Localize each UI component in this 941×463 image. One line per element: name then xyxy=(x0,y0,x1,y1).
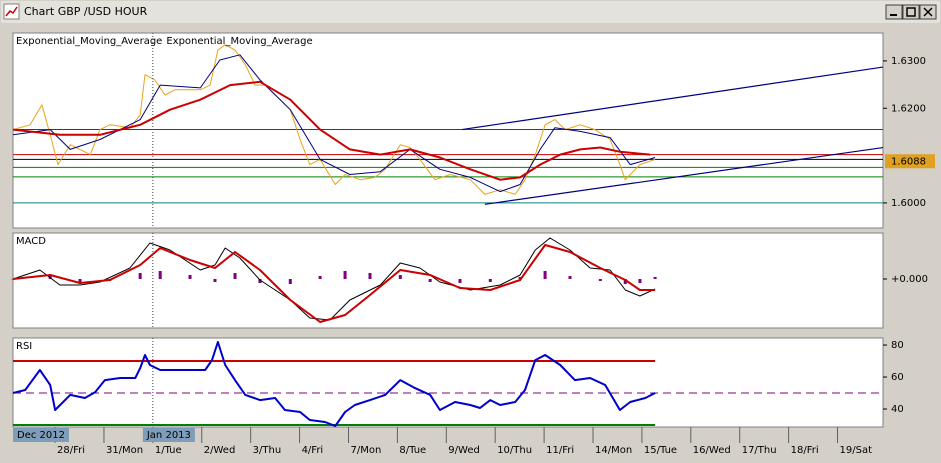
x-tick-label: 28/Fri xyxy=(57,445,85,456)
x-tick-label: 18/Fri xyxy=(791,445,819,456)
x-tick-label: 11/Fri xyxy=(546,445,574,456)
histogram-bar xyxy=(11,279,15,280)
histogram-bar xyxy=(288,279,292,284)
x-tick-label: 10/Thu xyxy=(497,445,532,456)
series-line xyxy=(12,244,656,323)
histogram-bar xyxy=(428,279,432,282)
histogram-bar xyxy=(518,277,522,279)
series-line xyxy=(12,54,656,193)
histogram-bar xyxy=(398,275,402,279)
period-label: Jan 2013 xyxy=(146,430,191,441)
histogram-bar xyxy=(213,279,217,282)
last-value-box xyxy=(885,154,935,169)
x-tick-label: 15/Tue xyxy=(644,445,677,456)
panel-title: RSI xyxy=(16,341,32,352)
histogram-bar xyxy=(138,273,142,279)
histogram-bar xyxy=(78,279,82,284)
histogram-bar xyxy=(188,275,192,279)
period-box xyxy=(142,428,195,442)
last-value-label: 1.6088 xyxy=(891,156,926,167)
panel xyxy=(12,32,884,229)
histogram-bar xyxy=(488,279,492,282)
title-bar xyxy=(1,1,940,23)
trend-line xyxy=(484,146,884,205)
y-tick-label: 60 xyxy=(891,372,904,383)
series-line xyxy=(12,237,656,321)
series-line xyxy=(12,341,656,427)
x-tick-label: 7/Mon xyxy=(350,445,381,456)
histogram-bar xyxy=(343,271,347,279)
histogram-bar xyxy=(568,276,572,279)
legend-entry: Exponential_Moving_Average xyxy=(16,36,162,47)
window-buttons[interactable] xyxy=(885,4,937,20)
panel xyxy=(12,232,884,329)
x-tick-label: 16/Wed xyxy=(693,445,731,456)
y-tick-label: 40 xyxy=(891,404,904,415)
histogram-bar xyxy=(623,279,627,284)
minimize-button[interactable] xyxy=(885,4,903,20)
histogram-bar xyxy=(458,279,462,283)
panel xyxy=(12,337,884,428)
window-icon-graph xyxy=(5,6,18,17)
histogram-bar xyxy=(158,271,162,279)
panel-title: MACD xyxy=(16,236,46,247)
histogram-bar xyxy=(368,273,372,279)
histogram-bar xyxy=(258,279,262,283)
x-tick-label: 19/Sat xyxy=(840,445,873,456)
y-tick-label: +0.000 xyxy=(891,274,928,285)
histogram-bar xyxy=(318,276,322,279)
y-tick-label: 1.6200 xyxy=(891,103,926,114)
x-tick-label: 8/Tue xyxy=(399,445,426,456)
histogram-bar xyxy=(543,271,547,279)
series-line xyxy=(12,80,651,181)
histogram-bar xyxy=(233,273,237,279)
histogram-bar xyxy=(653,277,657,279)
maximize-button[interactable] xyxy=(902,4,920,20)
period-label: Dec 2012 xyxy=(17,430,65,441)
maximize-icon xyxy=(906,7,916,17)
y-tick-label: 1.6000 xyxy=(891,198,926,209)
close-icon xyxy=(923,7,933,17)
histogram-bar xyxy=(638,279,642,283)
legend-entry: Exponential_Moving_Average xyxy=(166,36,312,47)
histogram-bar xyxy=(598,279,602,281)
x-tick-label: 14/Mon xyxy=(595,445,632,456)
y-tick-label: 1.6300 xyxy=(891,56,926,67)
y-tick-label: 80 xyxy=(891,340,904,351)
period-box xyxy=(13,428,69,442)
window-title: Chart GBP /USD HOUR xyxy=(24,5,148,18)
x-tick-label: 1/Tue xyxy=(155,445,182,456)
x-tick-label: 17/Thu xyxy=(742,445,777,456)
x-tick-label: 31/Mon xyxy=(106,445,143,456)
x-tick-label: 4/Fri xyxy=(302,445,324,456)
x-tick-label: 9/Wed xyxy=(448,445,480,456)
trend-line xyxy=(461,66,884,131)
x-tick-label: 2/Wed xyxy=(204,445,236,456)
x-tick-label: 3/Thu xyxy=(253,445,282,456)
